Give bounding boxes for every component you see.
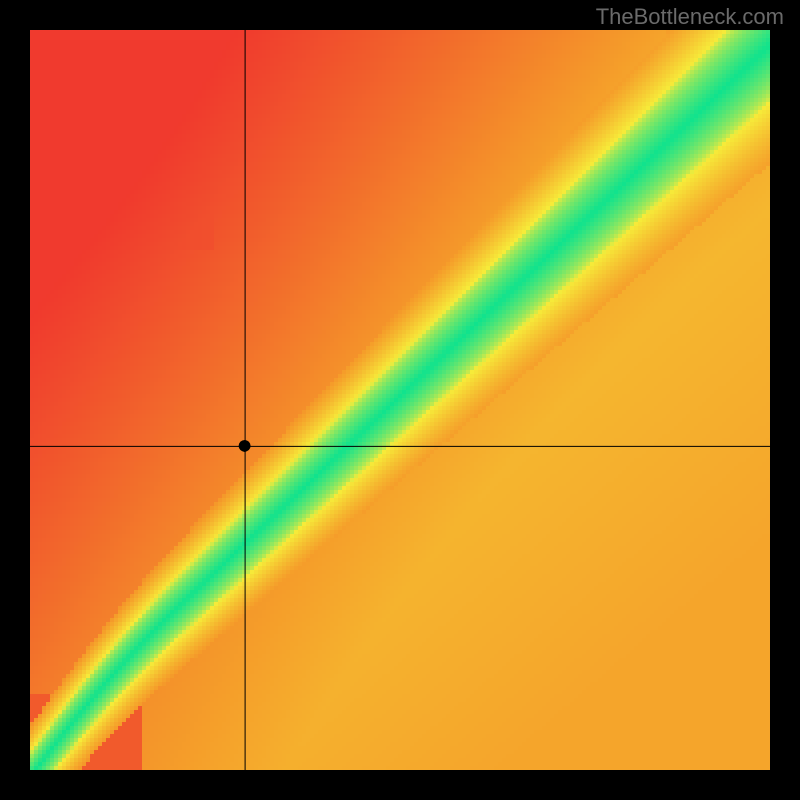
chart-container: TheBottleneck.com: [0, 0, 800, 800]
heatmap-canvas: [0, 0, 800, 800]
watermark-text: TheBottleneck.com: [596, 4, 784, 30]
